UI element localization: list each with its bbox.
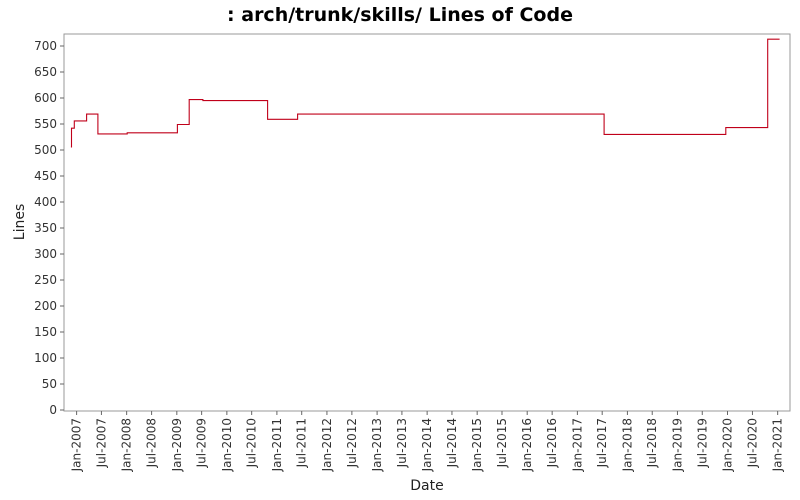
y-tick-label-250: 250 (34, 273, 57, 287)
x-tick-label-jan-2011: Jan-2011 (270, 418, 284, 472)
x-tick-label-jan-2014: Jan-2014 (420, 418, 434, 472)
x-tick-label-jul-2011: Jul-2011 (295, 418, 309, 468)
x-tick-label-jan-2018: Jan-2018 (620, 418, 634, 472)
x-tick-label-jul-2008: Jul-2008 (145, 418, 159, 468)
x-tick-label-jan-2010: Jan-2010 (220, 418, 234, 472)
x-tick-label-jan-2017: Jan-2017 (570, 418, 584, 472)
y-tick-label-100: 100 (34, 351, 57, 365)
x-tick-label-jan-2012: Jan-2012 (320, 418, 334, 472)
x-tick-label-jan-2016: Jan-2016 (520, 418, 534, 472)
x-tick-label-jan-2013: Jan-2013 (370, 418, 384, 472)
y-tick-label-150: 150 (34, 325, 57, 339)
chart-title: : arch/trunk/skills/ Lines of Code (227, 4, 573, 26)
x-tick-label-jul-2013: Jul-2013 (395, 418, 409, 468)
series-layer (70, 38, 780, 148)
x-tick-label-jul-2009: Jul-2009 (195, 418, 209, 468)
x-tick-label-jan-2019: Jan-2019 (670, 418, 684, 472)
x-tick-label-jul-2018: Jul-2018 (645, 418, 659, 468)
plot-area (63, 33, 791, 412)
x-tick-label-jul-2019: Jul-2019 (695, 418, 709, 468)
y-tick-label-450: 450 (34, 169, 57, 183)
x-tick-label-jul-2017: Jul-2017 (595, 418, 609, 468)
y-tick-label-700: 700 (34, 39, 57, 53)
y-tick-label-400: 400 (34, 195, 57, 209)
x-axis-label: Date (410, 478, 443, 494)
y-tick-label-350: 350 (34, 221, 57, 235)
y-axis: 0 50 100 150 200 250 300 350 400 450 500 550 600 650 7… (34, 39, 64, 417)
y-axis-label: Lines (12, 204, 28, 240)
y-tick-label-50: 50 (42, 377, 57, 391)
y-tick-label-550: 550 (34, 117, 57, 131)
y-tick-label-500: 500 (34, 143, 57, 157)
x-tick-label-jan-2009: Jan-2009 (170, 418, 184, 472)
x-axis: Jan-2007 Jul-2007 Jan-2008 Jul-2008 Jan-2009… (70, 411, 785, 472)
x-tick-label-jul-2020: Jul-2020 (745, 418, 759, 468)
x-tick-label-jul-2012: Jul-2012 (345, 418, 359, 468)
y-tick-label-600: 600 (34, 91, 57, 105)
x-tick-label-jul-2014: Jul-2014 (445, 418, 459, 468)
x-tick-label-jan-2020: Jan-2020 (720, 418, 734, 472)
series-line-0 (70, 38, 780, 148)
y-tick-label-650: 650 (34, 65, 57, 79)
x-tick-label-jan-2015: Jan-2015 (470, 418, 484, 472)
y-tick-label-0: 0 (49, 403, 57, 417)
x-tick-label-jan-2021: Jan-2021 (771, 418, 785, 472)
x-tick-label-jul-2007: Jul-2007 (94, 418, 108, 468)
x-tick-label-jul-2010: Jul-2010 (245, 418, 259, 468)
x-tick-label-jan-2008: Jan-2008 (120, 418, 134, 472)
x-tick-label-jan-2007: Jan-2007 (70, 418, 84, 472)
y-tick-label-200: 200 (34, 299, 57, 313)
x-tick-label-jul-2016: Jul-2016 (545, 418, 559, 468)
y-tick-label-300: 300 (34, 247, 57, 261)
x-tick-label-jul-2015: Jul-2015 (495, 418, 509, 468)
